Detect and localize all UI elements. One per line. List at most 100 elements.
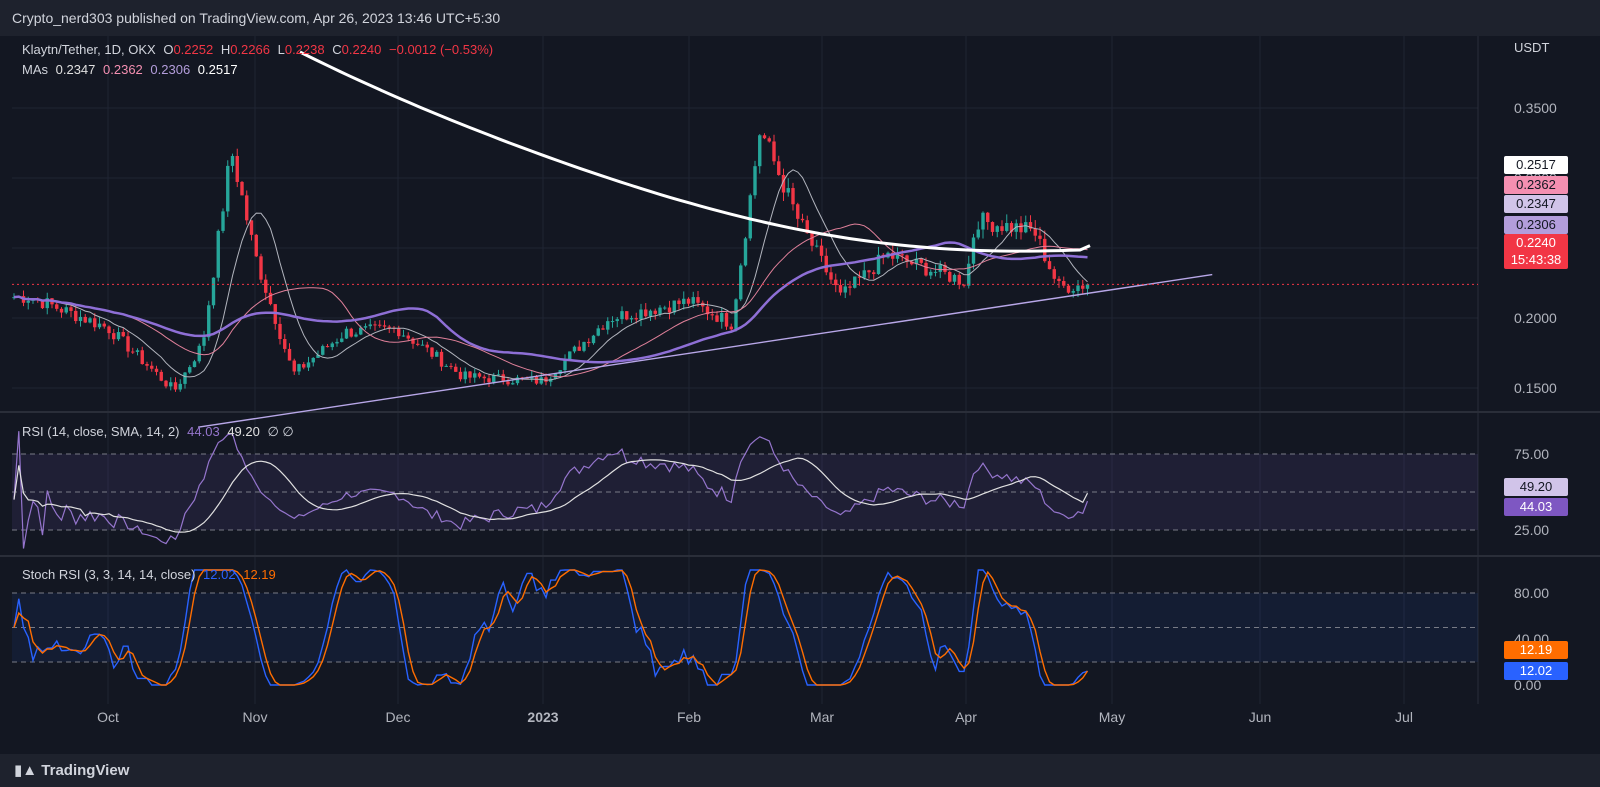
- ma20-badge: 0.2347: [1504, 195, 1568, 213]
- close-label: C: [332, 42, 342, 57]
- price-pane[interactable]: [12, 50, 1478, 428]
- close-value: 0.2240: [341, 42, 382, 57]
- candle-body: [615, 319, 619, 322]
- candle-body: [781, 174, 786, 193]
- candle-body: [496, 374, 501, 376]
- candle-body: [335, 341, 339, 344]
- candle-body: [786, 188, 790, 193]
- candle-body: [857, 276, 862, 278]
- candle-body: [1009, 223, 1014, 232]
- price-axis-unit: USDT: [1514, 40, 1550, 55]
- candle-body: [867, 270, 871, 273]
- candle-body: [734, 299, 738, 330]
- candle-body: [45, 298, 49, 309]
- candle-body: [112, 333, 116, 340]
- open-label: O: [163, 42, 174, 57]
- candle-body: [568, 351, 572, 360]
- ma-value-3: 0.2306: [150, 62, 191, 77]
- candle-body: [102, 323, 106, 327]
- ma-value-2: 0.2362: [103, 62, 143, 77]
- candle-body: [444, 365, 448, 367]
- candle-body: [311, 357, 315, 363]
- candle-body: [183, 372, 187, 384]
- candle-body: [435, 351, 439, 357]
- candle-body: [40, 299, 45, 309]
- high-label: H: [220, 42, 231, 57]
- ma-label[interactable]: MAs: [22, 62, 48, 77]
- candle-body: [1005, 223, 1009, 231]
- candle-body: [895, 254, 900, 259]
- time-tick-label: Jun: [1249, 709, 1272, 725]
- candle-body: [1000, 226, 1004, 231]
- candle-body: [154, 368, 159, 372]
- candle-body: [777, 161, 781, 175]
- publish-info-text: Crypto_nerd303 published on TradingView.…: [12, 10, 501, 26]
- ma-value-4: 0.2517: [197, 62, 238, 77]
- candle-body: [796, 204, 800, 219]
- tradingview-logo[interactable]: ▮▲ TradingView: [14, 754, 129, 787]
- symbol-label[interactable]: Klaytn/Tether, 1D, OKX: [22, 42, 156, 57]
- candle-body: [905, 255, 909, 262]
- candle-body: [159, 371, 163, 381]
- stoch-tick-label: 0.00: [1514, 677, 1541, 693]
- candle-body: [59, 308, 64, 313]
- candle-body: [359, 327, 363, 335]
- candle-body: [838, 285, 843, 293]
- candle-body: [506, 381, 510, 385]
- candle-body: [406, 335, 410, 339]
- stoch-d-value: 12.19: [243, 567, 276, 582]
- candle-body: [511, 383, 515, 385]
- candle-body: [639, 309, 643, 320]
- ma200-badge: 0.2517: [1504, 156, 1568, 174]
- candle-body: [682, 298, 686, 305]
- stoch-tick-label: 80.00: [1514, 585, 1549, 601]
- candle-body: [1062, 281, 1066, 286]
- rsi-ma-badge: 49.20: [1504, 478, 1568, 496]
- chart-svg[interactable]: 0.35000.30000.25000.20000.150075.0025.00…: [0, 36, 1600, 754]
- candle-body: [230, 156, 235, 166]
- ma-line-4: [299, 50, 1091, 253]
- candle-body: [791, 188, 795, 205]
- candle-body: [606, 321, 610, 330]
- candle-body: [572, 346, 577, 352]
- candle-body: [1071, 291, 1075, 293]
- candle-body: [126, 336, 130, 352]
- candle-body: [672, 300, 676, 313]
- change-value: −0.0012 (−0.53%): [389, 42, 494, 57]
- candle-body: [815, 245, 819, 247]
- candle-body: [534, 376, 539, 384]
- rsi-tick-label: 75.00: [1514, 446, 1549, 462]
- chart-area[interactable]: 0.35000.30000.25000.20000.150075.0025.00…: [0, 36, 1600, 754]
- tv-logo-icon: ▮▲: [14, 762, 38, 779]
- candle-body: [748, 195, 752, 239]
- candle-body: [1019, 223, 1023, 233]
- candle-body: [686, 298, 691, 304]
- candle-body: [767, 138, 771, 142]
- candle-body: [710, 314, 714, 316]
- candle-body: [677, 300, 681, 305]
- candle-body: [724, 313, 729, 327]
- candle-body: [297, 364, 301, 372]
- candle-body: [853, 276, 857, 288]
- candle-body: [97, 323, 102, 328]
- rsi-extra: ∅ ∅: [267, 424, 294, 439]
- stoch-rsi-pane[interactable]: [12, 569, 1478, 686]
- time-tick-label: Mar: [810, 709, 834, 725]
- candle-body: [658, 307, 662, 314]
- candle-body: [976, 229, 980, 238]
- low-label: L: [277, 42, 285, 57]
- rsi-value: 44.03: [187, 424, 220, 439]
- candle-body: [321, 346, 325, 355]
- stoch-title[interactable]: Stoch RSI (3, 3, 14, 14, close): [22, 567, 196, 582]
- rsi-pane[interactable]: [12, 431, 1478, 549]
- candle-body: [468, 371, 472, 378]
- candle-body: [482, 376, 486, 379]
- candle-body: [914, 258, 919, 265]
- rsi-tick-label: 25.00: [1514, 522, 1549, 538]
- candle-body: [188, 367, 192, 373]
- candle-body: [544, 377, 548, 382]
- candle-body: [696, 297, 700, 303]
- rsi-title[interactable]: RSI (14, close, SMA, 14, 2): [22, 424, 180, 439]
- candle-body: [249, 220, 254, 235]
- candle-body: [245, 195, 249, 221]
